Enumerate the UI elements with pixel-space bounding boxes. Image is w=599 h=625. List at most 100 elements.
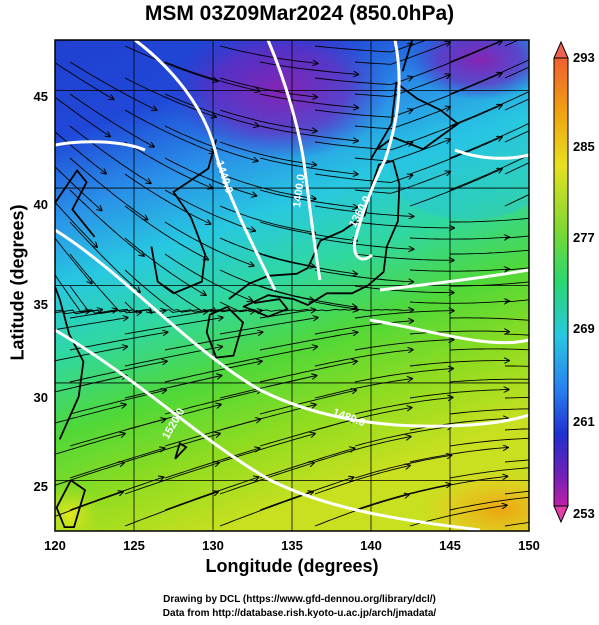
streamline xyxy=(69,332,167,351)
streamline xyxy=(504,428,529,431)
streamline xyxy=(55,270,102,315)
streamline xyxy=(69,477,163,511)
streamline xyxy=(164,419,260,447)
coastline-segment xyxy=(55,284,85,440)
streamline xyxy=(55,201,97,247)
streamline xyxy=(219,318,318,335)
streamline xyxy=(409,169,502,207)
streamline xyxy=(259,285,357,307)
y-axis-ticks: 25 30 35 40 45 xyxy=(34,89,48,494)
streamline xyxy=(314,466,410,495)
streamline xyxy=(219,205,315,233)
streamline xyxy=(314,321,413,335)
streamline xyxy=(504,130,529,143)
streamline xyxy=(259,125,358,141)
streamline xyxy=(504,397,529,399)
streamline xyxy=(219,141,316,165)
x-axis-label: Longitude (degrees) xyxy=(205,556,379,576)
streamline xyxy=(314,379,412,399)
streamline xyxy=(449,378,529,383)
streamline xyxy=(314,142,412,151)
streamline xyxy=(409,137,502,175)
streamline xyxy=(55,347,127,362)
streamline xyxy=(164,93,259,126)
streamline xyxy=(219,376,316,399)
streamline xyxy=(69,253,141,313)
x-tick-label: 140 xyxy=(360,538,382,553)
streamline xyxy=(504,299,529,303)
colorbar-label: 277 xyxy=(573,230,595,245)
streamline xyxy=(55,463,124,486)
coastline-segment xyxy=(370,81,460,160)
colorbar: 293 285 277 269 261 253 xyxy=(553,40,595,524)
streamline xyxy=(124,173,210,224)
streamline xyxy=(69,189,144,256)
y-tick-label: 30 xyxy=(34,390,48,405)
streamline xyxy=(449,348,529,351)
streamline xyxy=(450,217,529,223)
streamline xyxy=(314,237,413,249)
streamline xyxy=(449,467,529,479)
streamline xyxy=(164,310,262,319)
streamline xyxy=(449,317,529,321)
streamline xyxy=(55,434,125,455)
x-tick-label: 145 xyxy=(439,538,461,553)
x-tick-label: 120 xyxy=(44,538,66,553)
streamline xyxy=(124,376,221,399)
streamline xyxy=(504,522,529,527)
streamline xyxy=(545,446,599,450)
streamline xyxy=(219,77,317,97)
streamline xyxy=(314,437,411,463)
streamline xyxy=(69,419,165,447)
streamline xyxy=(354,42,450,65)
streamline xyxy=(124,434,220,463)
streamline xyxy=(314,350,413,367)
streamline xyxy=(314,301,413,311)
streamline xyxy=(449,408,529,415)
streamline xyxy=(504,162,529,175)
streamline xyxy=(259,221,357,241)
streamline xyxy=(259,477,353,511)
x-tick-label: 130 xyxy=(202,538,224,553)
streamline xyxy=(314,174,412,183)
streamline xyxy=(69,221,140,292)
streamline xyxy=(69,310,166,319)
streamline xyxy=(259,157,358,174)
streamline xyxy=(124,45,217,81)
coastline-segment xyxy=(244,298,289,318)
streamline xyxy=(504,267,529,271)
streamline xyxy=(505,365,529,367)
credit-line: Data from http://database.rish.kyoto-u.a… xyxy=(162,608,437,619)
streamline xyxy=(545,382,599,391)
colorbar-label: 285 xyxy=(573,139,595,154)
streamline xyxy=(259,93,358,108)
height-contours xyxy=(55,40,529,531)
colorbar-body xyxy=(553,57,569,507)
streamline xyxy=(164,157,256,196)
streamline xyxy=(219,45,317,63)
streamline xyxy=(55,302,117,315)
streamline xyxy=(219,109,317,131)
contour-line-1400 xyxy=(266,40,322,281)
colorbar-top-cap xyxy=(553,40,569,59)
streamline xyxy=(69,125,151,183)
contour-line-1360 xyxy=(352,40,401,261)
streamline xyxy=(124,347,222,367)
coastline-segment xyxy=(205,306,245,359)
streamline xyxy=(55,492,123,517)
credit-line: Drawing by DCL (https://www.gfd-dennou.o… xyxy=(163,594,436,605)
streamline xyxy=(314,495,409,527)
streamline xyxy=(55,237,92,283)
plot-frame xyxy=(54,39,530,532)
streamline xyxy=(449,122,529,159)
x-tick-label: 125 xyxy=(123,538,145,553)
streamline xyxy=(219,347,317,367)
streamline xyxy=(545,195,599,222)
streamline xyxy=(504,459,529,463)
streamline xyxy=(69,93,154,147)
streamline xyxy=(449,91,529,127)
streamline xyxy=(124,463,219,495)
streamline xyxy=(219,301,315,312)
y-tick-label: 45 xyxy=(34,89,48,104)
